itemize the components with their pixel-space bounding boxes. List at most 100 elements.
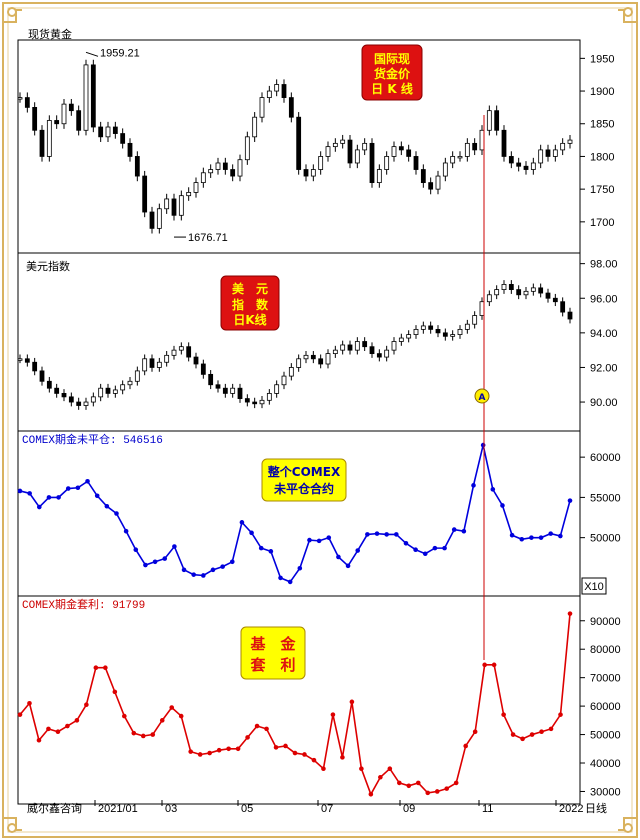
oi-data-point [529,535,534,540]
gold-candle-body [200,172,206,184]
dxy-candle-body [501,284,507,291]
gold-candle-body [552,149,558,157]
oi-data-point [172,544,177,549]
oi-badge-line-1: 整个COMEX [267,464,341,479]
fund-data-point [330,712,336,717]
fund-data-point [520,736,525,742]
gold-candle-body [54,120,60,125]
fund-data-point [65,723,70,729]
fund-data-point [55,729,61,735]
dxy-badge-line-1: 美 元 [232,281,268,296]
fund-data-point [74,718,80,723]
dxy-candle-body [296,358,302,368]
oi-data-point [239,520,245,525]
fund-data-point [27,700,32,706]
gold-candle-body [479,129,485,151]
gold-candle-body [325,146,331,157]
fund-data-point [567,611,573,616]
dxy-ytick-label: 94.00 [590,328,618,340]
oi-data-point [374,531,380,536]
oi-data-point [17,488,23,494]
gold-candle-body [222,162,228,170]
fund-data-point [539,729,544,735]
dxy-candle-body [186,346,192,358]
fund-data-point [188,749,193,754]
fund-data-point [84,702,89,707]
dxy-badge-line-2: 指 数 [232,297,269,312]
x-tick-label: 2022 [559,803,583,815]
dxy-candle-body [230,387,236,394]
oi-data-point [143,562,148,568]
dxy-candle-body [17,358,23,361]
gold-candle-body [303,169,309,177]
dxy-candle-body [347,344,353,351]
gold-candle-body [508,156,514,164]
fund-data-point [207,750,212,756]
gold-candle-body [76,110,82,131]
oi-data-point [451,527,457,532]
dxy-candle-body [98,387,104,398]
gold-candle-body [494,110,500,131]
gold-candle-body [17,97,23,100]
dxy-candle-body [530,287,536,292]
source-label: 威尔鑫咨询 [27,801,82,815]
oi-data-point [471,483,476,488]
dxy-candle-body [193,356,199,365]
fund-data-point [93,665,99,671]
gold-candle-body [120,133,126,144]
oi-data-point [46,495,52,500]
oi-data-point [65,486,71,491]
oi-panel-title: COMEX期金未平仓: 546516 [22,432,163,447]
dxy-candle-body [171,349,177,356]
fund-badge-line-1: 基 金 [249,635,296,653]
dxy-candle-body [149,358,155,368]
fund-data-point [349,699,355,705]
dxy-candle-body [32,361,38,372]
gold-candle-body [420,169,426,184]
dxy-candle-body [120,384,126,391]
oi-data-point [191,572,196,577]
gold-candle-body [259,97,265,118]
fund-data-point [510,732,516,737]
fund-data-point [387,766,393,772]
gold-badge-line-1: 国际现 [374,52,410,66]
fund-data-point [378,774,383,780]
x-tick-label: 2021/01 [98,803,138,815]
fund-ytick-label: 90000 [590,616,621,628]
dxy-candle-body [435,328,441,334]
oi-data-point [365,532,370,537]
dxy-candle-body [274,384,280,394]
oi-data-point [432,545,438,551]
gold-candle-body [391,146,397,157]
gold-candle-body [376,169,382,184]
oi-data-point [268,549,274,554]
gold-candle-body [98,126,104,138]
gold-candle-body [178,195,184,216]
dxy-candle-body [46,380,52,389]
oi-data-point [220,564,225,569]
dxy-candle-body [523,290,529,296]
open-interest-panel: 50000 55000 60000 [17,442,621,585]
oi-data-point [152,559,158,565]
gold-candle-body [406,149,412,157]
dxy-candle-body [259,399,265,405]
dxy-candle-body [552,297,558,303]
fund-badge-line-2: 套 利 [249,656,295,674]
gold-candle-body [24,97,30,108]
gold-badge-line-2: 货金价 [374,66,411,81]
corner-ornaments [4,7,636,833]
fund-data-point [302,752,307,757]
gold-candle-body [281,84,287,98]
dxy-ytick-label: 92.00 [590,362,618,374]
dxy-candle-body [244,398,250,403]
gold-candle-body [450,156,456,164]
dxy-candle-body [303,354,309,360]
oi-data-point [403,540,409,546]
oi-data-point [548,531,554,536]
x-tick-label: 05 [241,803,253,815]
gold-candle-body [362,142,368,151]
dxy-candle-body [310,354,316,360]
fund-data-point [491,662,497,668]
gold-candle-body [83,64,89,131]
